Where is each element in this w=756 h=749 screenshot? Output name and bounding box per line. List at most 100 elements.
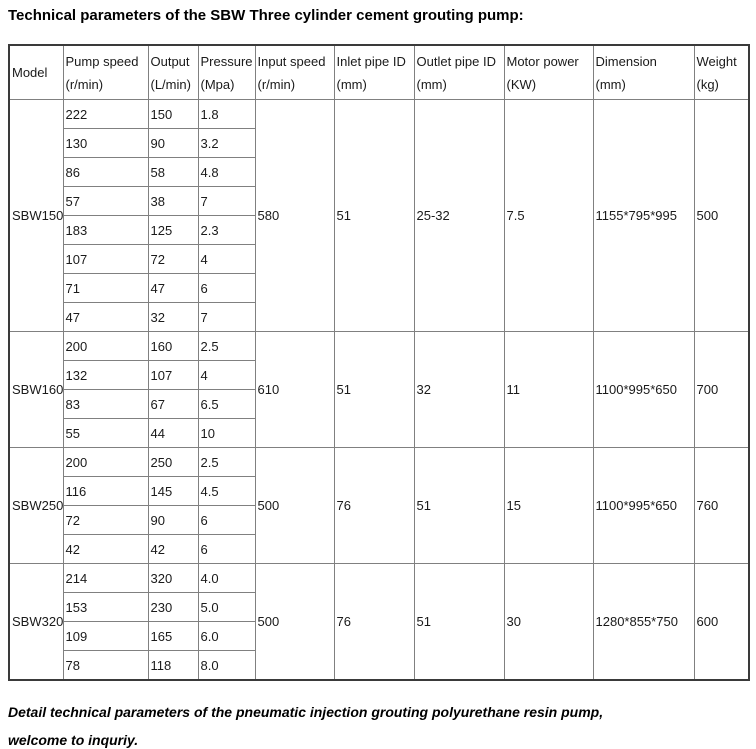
pressure-cell: 2.5 xyxy=(197,447,256,477)
column-header-model: Model xyxy=(8,44,64,100)
table-row: 42 42 6 xyxy=(9,534,749,564)
dimension-cell: 1155*795*995 xyxy=(592,99,695,332)
output-cell: 107 xyxy=(147,360,199,390)
model-cell: SBW160 xyxy=(8,331,64,448)
dimension-cell: 1280*855*750 xyxy=(592,563,695,681)
pressure-cell: 4.5 xyxy=(197,476,256,506)
table-row: SBW250 200 250 2.5 500 76 51 15 1100*995*650 760 xyxy=(8,447,750,564)
pump-speed-cell: 109 xyxy=(62,621,149,651)
header-label: Dimension xyxy=(595,53,657,69)
column-header-pressure: Pressure (Mpa) xyxy=(197,44,256,100)
output-cell: 90 xyxy=(147,505,199,535)
header-row: Model Pump speed (r/min) Output (L/min) Press… xyxy=(8,44,750,100)
pressure-cell: 2.3 xyxy=(197,215,256,245)
pressure-cell: 6 xyxy=(197,505,256,535)
inlet-pipe-id-cell: 51 xyxy=(333,331,415,448)
motor-power-cell: 30 xyxy=(503,563,594,681)
pump-speed-cell: 83 xyxy=(62,389,149,419)
output-cell: 160 xyxy=(147,331,199,361)
column-header-input-speed: Input speed (r/min) xyxy=(254,44,335,100)
header-label: Pump speed xyxy=(65,53,139,69)
table-row: 109 165 6.0 xyxy=(9,621,749,651)
pump-speed-cell: 214 xyxy=(62,563,149,593)
table-row: SBW150 222 150 1.8 580 51 25-32 7.5 1155*795*995… xyxy=(8,99,750,332)
inlet-pipe-id-cell: 76 xyxy=(333,447,415,564)
header-unit: (L/min) xyxy=(150,76,191,92)
weight-cell: 600 xyxy=(693,563,750,681)
input-speed-cell: 580 xyxy=(254,99,335,332)
column-header-outlet-pipe-id: Outlet pipe ID (mm) xyxy=(413,44,505,100)
output-cell: 250 xyxy=(147,447,199,477)
pump-speed-cell: 130 xyxy=(62,128,149,158)
output-cell: 165 xyxy=(147,621,199,651)
header-label: Motor power xyxy=(506,53,579,69)
pressure-cell: 6 xyxy=(197,534,256,564)
pressure-cell: 6.5 xyxy=(197,389,256,419)
pump-speed-cell: 153 xyxy=(62,592,149,622)
output-cell: 150 xyxy=(147,99,199,129)
pump-speed-cell: 55 xyxy=(62,418,149,448)
table-row: 57 38 7 xyxy=(9,186,749,216)
model-cell: SBW250 xyxy=(8,447,64,564)
dimension-cell: 1100*995*650 xyxy=(592,447,695,564)
column-header-pump-speed: Pump speed (r/min) xyxy=(62,44,149,100)
column-header-weight: Weight (kg) xyxy=(693,44,750,100)
input-speed-cell: 610 xyxy=(254,331,335,448)
header-label: Inlet pipe ID xyxy=(336,53,406,69)
header-unit: (Mpa) xyxy=(200,76,235,92)
motor-power-cell: 7.5 xyxy=(503,99,594,332)
output-cell: 72 xyxy=(147,244,199,274)
table-header: Model Pump speed (r/min) Output (L/min) Press… xyxy=(8,44,750,100)
footer-line-2: welcome to inquriy. xyxy=(8,732,139,748)
outlet-pipe-id-cell: 51 xyxy=(413,447,505,564)
pump-speed-cell: 71 xyxy=(62,273,149,303)
weight-cell: 700 xyxy=(693,331,750,448)
input-speed-cell: 500 xyxy=(254,447,335,564)
header-unit: (KW) xyxy=(506,76,537,92)
outlet-pipe-id-cell: 25-32 xyxy=(413,99,505,332)
output-cell: 145 xyxy=(147,476,199,506)
pressure-cell: 4.8 xyxy=(197,157,256,187)
pump-speed-cell: 183 xyxy=(62,215,149,245)
output-cell: 38 xyxy=(147,186,199,216)
header-unit: (mm) xyxy=(595,76,626,92)
outlet-pipe-id-cell: 32 xyxy=(413,331,505,448)
pressure-cell: 2.5 xyxy=(197,331,256,361)
output-cell: 44 xyxy=(147,418,199,448)
pump-speed-cell: 86 xyxy=(62,157,149,187)
output-cell: 118 xyxy=(147,650,199,681)
pressure-cell: 7 xyxy=(197,186,256,216)
header-unit: (r/min) xyxy=(65,76,104,92)
footer-line-1: Detail technical parameters of the pneum… xyxy=(8,704,604,720)
dimension-cell: 1100*995*650 xyxy=(592,331,695,448)
pressure-cell: 5.0 xyxy=(197,592,256,622)
pump-speed-cell: 47 xyxy=(62,302,149,332)
pressure-cell: 6 xyxy=(197,273,256,303)
table-row: 78 118 8.0 xyxy=(9,650,749,681)
pressure-cell: 7 xyxy=(197,302,256,332)
header-label: Pressure xyxy=(200,53,253,69)
output-cell: 90 xyxy=(147,128,199,158)
inlet-pipe-id-cell: 76 xyxy=(333,563,415,681)
pump-speed-cell: 132 xyxy=(62,360,149,390)
header-label: Output xyxy=(150,53,190,69)
pressure-cell: 6.0 xyxy=(197,621,256,651)
output-cell: 58 xyxy=(147,157,199,187)
pressure-cell: 8.0 xyxy=(197,650,256,681)
pressure-cell: 10 xyxy=(197,418,256,448)
table-row: SBW160 200 160 2.5 610 51 32 11 1100*995*650 700 xyxy=(8,331,750,448)
header-label: Model xyxy=(12,65,48,80)
pump-speed-cell: 200 xyxy=(62,447,149,477)
footer-note: Detail technical parameters of the pneum… xyxy=(8,698,748,749)
column-header-motor-power: Motor power (KW) xyxy=(503,44,594,100)
header-label: Weight xyxy=(696,53,737,69)
table-row: 71 47 6 xyxy=(9,273,749,303)
pump-speed-cell: 42 xyxy=(62,534,149,564)
pressure-cell: 4 xyxy=(197,360,256,390)
weight-cell: 760 xyxy=(693,447,750,564)
output-cell: 125 xyxy=(147,215,199,245)
output-cell: 42 xyxy=(147,534,199,564)
table-row: SBW320 214 320 4.0 500 76 51 30 1280*855*750 600 xyxy=(8,563,750,681)
model-cell: SBW150 xyxy=(8,99,64,332)
